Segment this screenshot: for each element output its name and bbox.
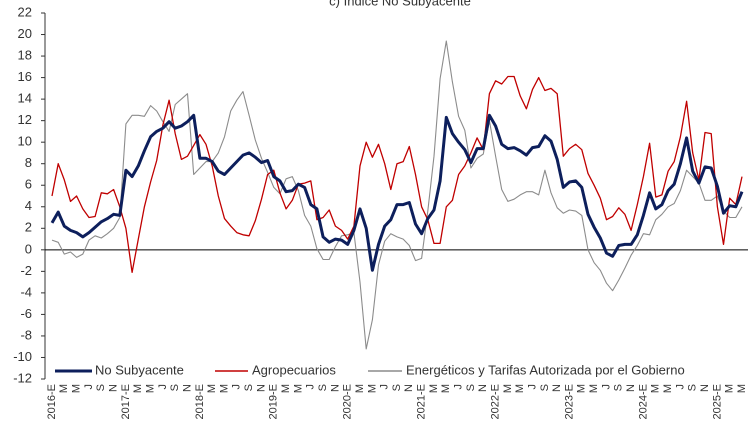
x-tick-label: J (453, 384, 465, 390)
x-tick-label: N (403, 384, 415, 392)
x-tick-label: J (526, 384, 538, 390)
x-tick-label: S (243, 384, 255, 391)
y-tick-label: 8 (25, 155, 32, 170)
y-tick-label: 12 (18, 112, 32, 127)
x-tick-label: M (428, 384, 440, 393)
x-tick-label: M (71, 384, 83, 393)
x-tick-label: S (539, 384, 551, 391)
x-tick-label: N (255, 384, 267, 392)
x-tick-label: S (317, 384, 329, 391)
y-tick-label: 10 (18, 134, 32, 149)
x-tick-label: N (329, 384, 341, 392)
x-tick-label: 2017-E (120, 384, 132, 419)
x-tick-label: M (576, 384, 588, 393)
y-tick-label: 0 (25, 241, 32, 256)
y-tick-label: -12 (13, 370, 32, 385)
y-tick-label: 4 (25, 198, 32, 213)
x-tick-label: 2019-E (268, 384, 280, 419)
x-tick-label: M (280, 384, 292, 393)
y-tick-label: 2 (25, 220, 32, 235)
chart-title: c) Índice No Subyacente (329, 0, 471, 8)
x-tick-label: S (391, 384, 403, 391)
x-tick-label: 2023-E (563, 384, 575, 419)
x-tick-label: N (551, 384, 563, 392)
y-tick-label: 22 (18, 4, 32, 19)
x-tick-label: J (674, 384, 686, 390)
legend-label: Agropecuarios (252, 362, 336, 377)
y-tick-label: 14 (18, 91, 32, 106)
x-tick-label: 2024-E (637, 384, 649, 419)
x-tick-label: J (379, 384, 391, 390)
x-tick-label: S (687, 384, 699, 391)
x-tick-label: M (736, 384, 748, 393)
y-tick-label: -4 (20, 284, 32, 299)
x-tick-label: M (514, 384, 526, 393)
x-tick-label: 2018-E (194, 384, 206, 419)
series-line (50, 113, 744, 272)
x-tick-label: N (181, 384, 193, 392)
series-line (51, 40, 743, 350)
legend-label: No Subyacente (95, 362, 184, 377)
x-tick-label: J (305, 384, 317, 390)
y-tick-label: 18 (18, 47, 32, 62)
x-tick-label: M (366, 384, 378, 393)
x-tick-label: M (144, 384, 156, 393)
x-tick-label: N (625, 384, 637, 392)
x-tick-label: M (58, 384, 70, 393)
y-tick-label: 20 (18, 26, 32, 41)
y-tick-label: 6 (25, 177, 32, 192)
y-tick-label: -8 (20, 327, 32, 342)
x-tick-label: J (600, 384, 612, 390)
x-tick-label: 2025-E (711, 384, 723, 419)
x-tick-label: S (95, 384, 107, 391)
x-tick-label: 2021-E (416, 384, 428, 419)
x-tick-label: 2016-E (46, 384, 58, 419)
x-tick-label: S (465, 384, 477, 391)
x-tick-label: S (169, 384, 181, 391)
x-tick-label: M (502, 384, 514, 393)
x-tick-label: N (108, 384, 120, 392)
x-tick-label: M (292, 384, 304, 393)
x-tick-label: M (650, 384, 662, 393)
y-tick-label: -6 (20, 306, 32, 321)
x-tick-label: M (132, 384, 144, 393)
x-tick-label: 2022-E (489, 384, 501, 419)
legend-label: Energéticos y Tarifas Autorizada por el … (406, 362, 685, 377)
x-tick-label: N (699, 384, 711, 392)
x-tick-label: M (440, 384, 452, 393)
y-tick-label: -10 (13, 349, 32, 364)
y-tick-label: -2 (20, 263, 32, 278)
x-tick-label: M (354, 384, 366, 393)
y-tick-label: 16 (18, 69, 32, 84)
x-tick-label: J (83, 384, 95, 390)
x-tick-label: J (157, 384, 169, 390)
x-tick-label: 2020-E (342, 384, 354, 419)
x-tick-label: M (724, 384, 736, 393)
x-tick-label: M (206, 384, 218, 393)
x-tick-label: J (231, 384, 243, 390)
x-tick-label: M (662, 384, 674, 393)
x-tick-label: M (588, 384, 600, 393)
legend: No Subyacente Agropecuarios Energéticos … (55, 362, 685, 377)
x-tick-label: N (477, 384, 489, 392)
series-line (51, 75, 743, 274)
x-tick-label: M (218, 384, 230, 393)
x-tick-label: S (613, 384, 625, 391)
